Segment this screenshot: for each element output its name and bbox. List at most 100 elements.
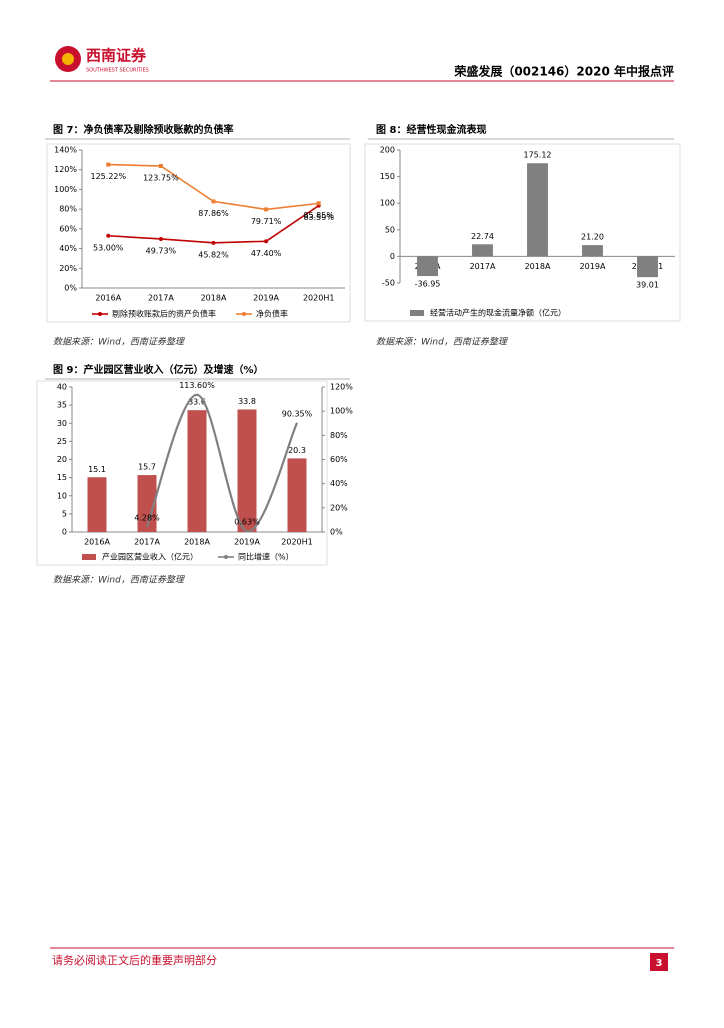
y-tick-label: 25 — [57, 437, 67, 446]
bar — [87, 477, 107, 532]
marker — [158, 164, 163, 169]
y2-tick-label: 60% — [330, 455, 348, 464]
legend-label: 经营活动产生的现金流量净额（亿元） — [430, 308, 566, 318]
y2-tick-label: 0% — [330, 528, 343, 537]
legend-label: 剔除预收账款后的资产负债率 — [112, 309, 216, 319]
y-tick-label: -50 — [382, 279, 395, 288]
data-label: -36.95 — [415, 280, 441, 289]
data-label: 47.40% — [251, 249, 282, 258]
x-tick-label: 2016A — [95, 294, 121, 303]
data-label: 20.3 — [288, 446, 306, 455]
y2-tick-label: 120% — [330, 383, 353, 392]
bar — [137, 475, 157, 532]
x-tick-label: 2018A — [525, 262, 551, 271]
y-tick-label: 40% — [59, 244, 77, 253]
bar — [417, 256, 438, 277]
x-tick-label: 2020H1 — [303, 294, 334, 303]
x-tick-label: 2017A — [148, 294, 174, 303]
logo-icon-inner — [62, 53, 74, 65]
bar — [582, 245, 603, 257]
page-number-box — [650, 953, 668, 971]
footer-notice: 请务必阅读正文后的重要声明部分 — [52, 953, 217, 967]
y-tick-label: 150 — [380, 172, 395, 181]
x-tick-label: 2019A — [580, 262, 606, 271]
legend-marker — [242, 312, 246, 316]
source-note: 数据来源：Wind，西南证券整理 — [376, 337, 509, 348]
bar — [527, 163, 548, 257]
y2-tick-label: 20% — [330, 503, 348, 512]
plot-frame — [364, 143, 681, 322]
y-tick-label: 100% — [54, 185, 77, 194]
data-label: 15.1 — [88, 465, 106, 474]
data-label: 49.73% — [146, 246, 177, 255]
y-tick-label: 20% — [59, 264, 77, 273]
figure-title: 图 7：净负债率及剔除预收账款的负债率 — [53, 123, 233, 136]
marker — [106, 162, 111, 167]
plot-frame — [36, 380, 328, 566]
y-tick-label: 30 — [57, 419, 67, 428]
y-tick-label: 0% — [64, 284, 77, 293]
y-tick-label: 200 — [380, 146, 395, 155]
data-label: 90.35% — [282, 409, 313, 418]
data-label: 39.01 — [636, 281, 659, 290]
bar — [287, 458, 307, 532]
data-label: 21.20 — [581, 233, 604, 242]
y-tick-label: 20 — [57, 455, 67, 464]
page-number: 3 — [656, 958, 663, 969]
plot-frame — [46, 143, 351, 323]
data-label: 175.12 — [524, 151, 552, 160]
marker — [211, 240, 216, 245]
logo-text: 西南证券 — [86, 47, 147, 65]
bar — [637, 256, 658, 278]
data-label: 123.75% — [143, 174, 179, 183]
y-tick-label: 100 — [380, 199, 395, 208]
marker — [316, 201, 321, 206]
x-tick-label: 2019A — [234, 538, 260, 547]
y2-tick-label: 40% — [330, 479, 348, 488]
y-tick-label: 0 — [390, 252, 395, 261]
figure-title: 图 8：经营性现金流表现 — [376, 123, 486, 136]
x-tick-label: 2017A — [134, 538, 160, 547]
data-label: 125.22% — [91, 172, 127, 181]
marker — [106, 233, 111, 238]
y-tick-label: 80% — [59, 205, 77, 214]
source-note: 数据来源：Wind，西南证券整理 — [53, 337, 186, 348]
data-label: 87.86% — [198, 209, 229, 218]
legend-swatch — [82, 554, 96, 560]
y-tick-label: 10 — [57, 491, 67, 500]
y-tick-label: 5 — [62, 509, 67, 518]
legend-label: 产业园区营业收入（亿元） — [102, 552, 198, 562]
y-tick-label: 15 — [57, 473, 67, 482]
y-tick-label: 35 — [57, 401, 67, 410]
marker — [264, 207, 269, 212]
data-label: 113.60% — [179, 381, 215, 390]
data-label: 53.00% — [93, 243, 124, 252]
y2-tick-label: 100% — [330, 407, 353, 416]
x-tick-label: 2018A — [201, 294, 227, 303]
data-label: 45.82% — [198, 250, 229, 259]
y-tick-label: 50 — [385, 225, 395, 234]
data-label: 85.85% — [303, 211, 334, 220]
data-label: 4.28% — [134, 513, 160, 522]
marker — [264, 239, 269, 244]
y-tick-label: 0 — [62, 528, 67, 537]
legend-swatch — [410, 310, 424, 316]
data-label: 33.8 — [238, 397, 256, 406]
y2-tick-label: 80% — [330, 431, 348, 440]
data-label: 22.74 — [471, 232, 494, 241]
bar — [472, 244, 493, 257]
data-label: 33.6 — [188, 398, 206, 407]
y-tick-label: 40 — [57, 383, 67, 392]
legend-marker — [98, 312, 102, 316]
data-label: 0.63% — [234, 518, 260, 527]
x-tick-label: 2019A — [253, 294, 279, 303]
legend-label: 同比增速（%） — [238, 552, 294, 562]
data-label: 83.59% — [303, 213, 334, 222]
y-tick-label: 140% — [54, 146, 77, 155]
x-tick-label: 2017A — [470, 262, 496, 271]
logo-en: SOUTHWEST SECURITIES — [86, 68, 149, 74]
data-label: 79.71% — [251, 217, 282, 226]
x-tick-label: 2020H1 — [281, 538, 312, 547]
source-note: 数据来源：Wind，西南证券整理 — [53, 575, 186, 586]
